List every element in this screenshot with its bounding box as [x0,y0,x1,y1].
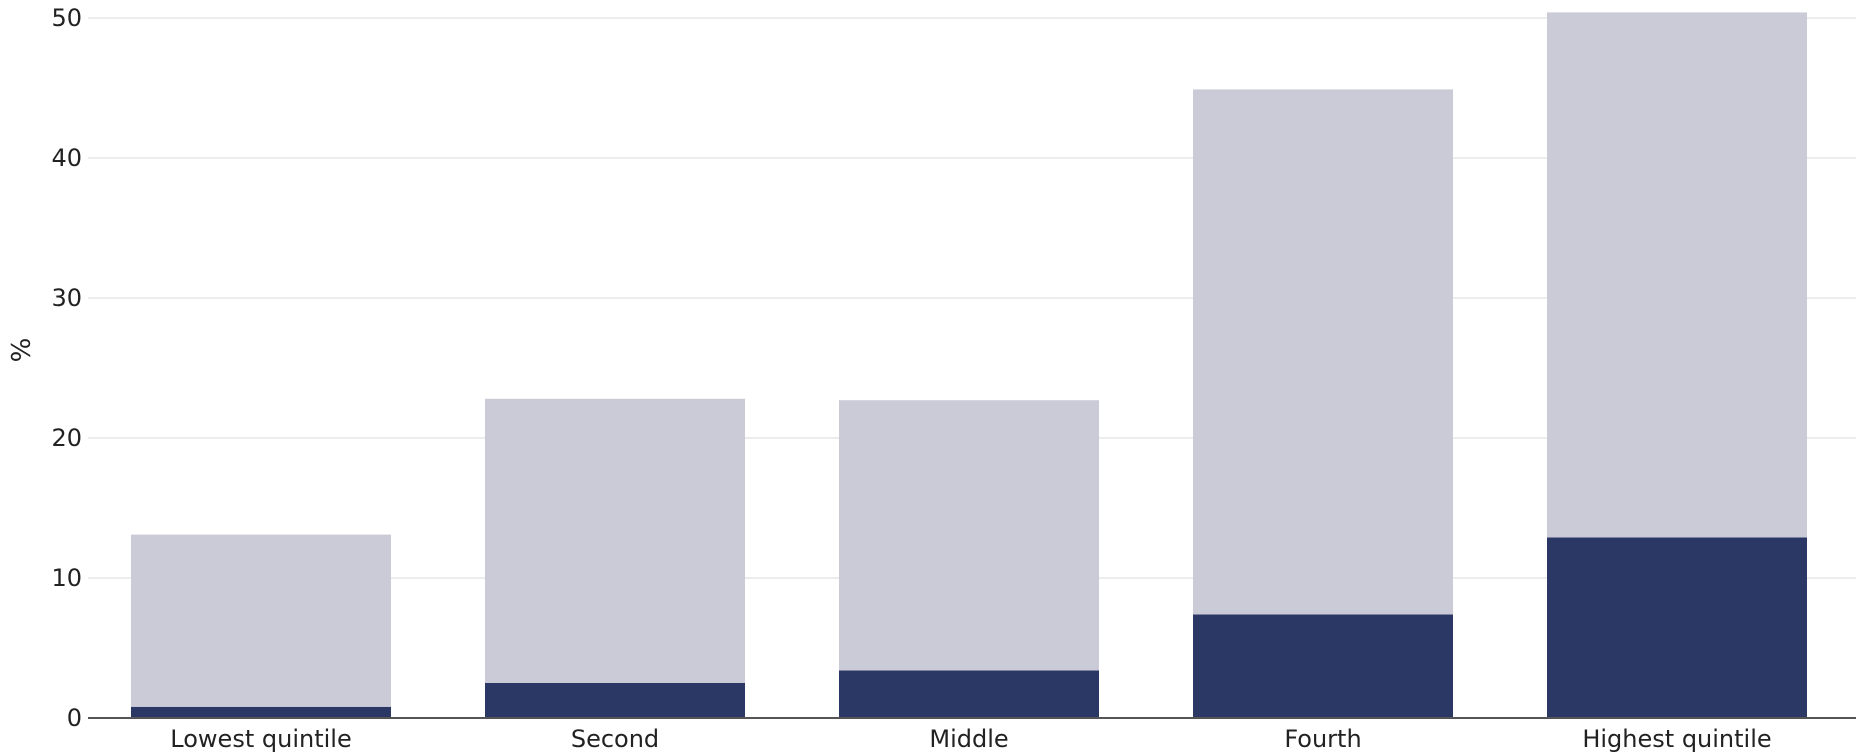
bar-segment-light [131,534,391,707]
bar-segment-light [839,400,1099,671]
x-category-label: Lowest quintile [170,725,351,753]
x-category-label: Fourth [1284,725,1361,753]
bar-segment-light [1547,12,1807,538]
bar-segment-dark [1193,614,1453,718]
bar-segment-dark [839,670,1099,718]
x-category-label: Second [571,725,659,753]
y-tick-label: 50 [51,4,82,32]
x-axis-labels: Lowest quintile Second Middle Fourth Highest… [170,725,1771,753]
bar-segment-light [1193,89,1453,615]
y-axis-title: % [7,338,37,363]
bar-segment-dark [1547,537,1807,718]
y-tick-label: 40 [51,144,82,172]
y-tick-label: 0 [67,704,82,732]
bar-segment-dark [131,706,391,718]
y-tick-label: 10 [51,564,82,592]
bar-segment-dark [485,683,745,718]
y-tick-label: 20 [51,424,82,452]
bar-segment-light [485,398,745,683]
y-axis-ticks: 0 10 20 30 40 50 [51,4,82,732]
x-category-label: Middle [929,725,1008,753]
x-category-label: Highest quintile [1582,725,1771,753]
y-tick-label: 30 [51,284,82,312]
bars [131,12,1807,718]
